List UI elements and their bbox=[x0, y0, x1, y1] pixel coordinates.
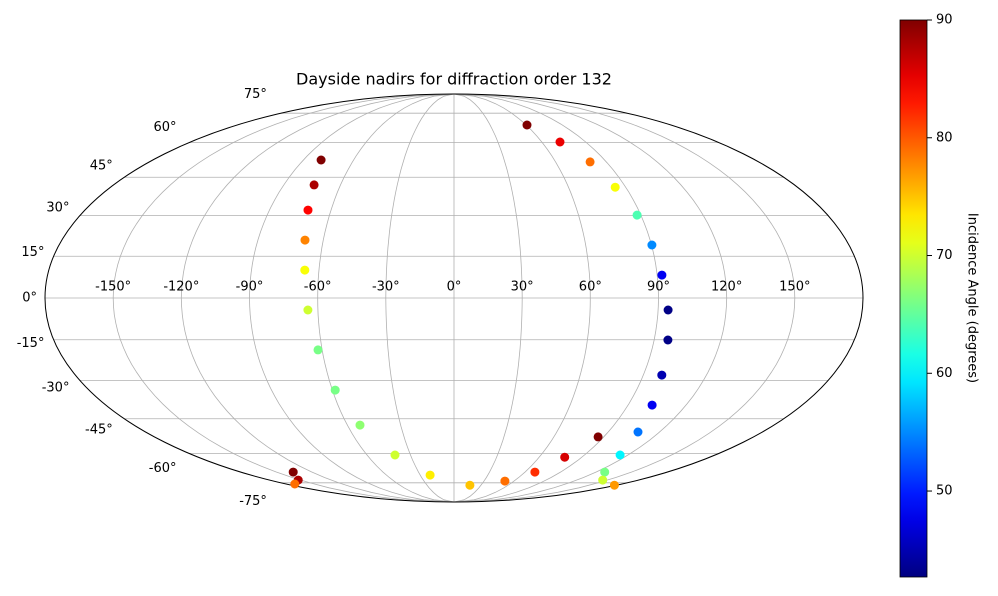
point bbox=[663, 335, 673, 345]
x-tick-label: 60° bbox=[579, 280, 602, 295]
y-tick-label: 30° bbox=[46, 201, 69, 216]
point bbox=[555, 137, 565, 147]
x-tick-label: 30° bbox=[511, 280, 534, 295]
point bbox=[522, 120, 532, 130]
point bbox=[313, 345, 323, 355]
point bbox=[585, 157, 595, 167]
y-tick-label: -15° bbox=[17, 336, 45, 351]
point bbox=[593, 432, 603, 442]
x-tick-label: 90° bbox=[647, 280, 670, 295]
colorbar-tick-label: 90 bbox=[936, 13, 953, 28]
point bbox=[633, 427, 643, 437]
point bbox=[390, 450, 400, 460]
colorbar-tick-label: 50 bbox=[936, 484, 953, 499]
point bbox=[598, 475, 608, 485]
points bbox=[288, 120, 673, 490]
point bbox=[647, 240, 657, 250]
point bbox=[290, 479, 300, 489]
colorbar-tick-label: 60 bbox=[936, 366, 953, 381]
point bbox=[355, 420, 365, 430]
point bbox=[530, 467, 540, 477]
y-tick-label: -75° bbox=[239, 494, 267, 509]
point bbox=[657, 370, 667, 380]
point bbox=[657, 270, 667, 280]
point bbox=[500, 476, 510, 486]
y-tick-label: -45° bbox=[85, 423, 113, 438]
y-tick-label: 15° bbox=[21, 245, 44, 260]
point bbox=[330, 385, 340, 395]
colorbar bbox=[899, 19, 928, 578]
y-tick-label: 75° bbox=[244, 87, 267, 102]
point bbox=[647, 400, 657, 410]
x-tick-label: 0° bbox=[447, 280, 462, 295]
grid bbox=[45, 93, 863, 503]
point bbox=[300, 265, 310, 275]
point bbox=[465, 480, 475, 490]
y-tick-label: -60° bbox=[149, 461, 177, 476]
y-tick-label: 0° bbox=[22, 291, 37, 306]
x-tick-label: -60° bbox=[304, 280, 332, 295]
point bbox=[309, 180, 319, 190]
chart-title: Dayside nadirs for diffraction order 132 bbox=[296, 70, 612, 89]
point bbox=[316, 155, 326, 165]
colorbar-label: Incidence Angle (degrees) bbox=[965, 213, 980, 383]
x-tick-label: -30° bbox=[372, 280, 400, 295]
y-tick-label: 45° bbox=[90, 158, 113, 173]
point bbox=[663, 305, 673, 315]
point bbox=[425, 470, 435, 480]
colorbar-tick-label: 80 bbox=[936, 130, 953, 145]
x-tick-label: -120° bbox=[163, 280, 199, 295]
y-tick-label: -30° bbox=[42, 380, 70, 395]
point bbox=[288, 467, 298, 477]
point bbox=[560, 452, 570, 462]
x-tick-label: 120° bbox=[711, 280, 742, 295]
point bbox=[303, 305, 313, 315]
point bbox=[610, 182, 620, 192]
point bbox=[303, 205, 313, 215]
x-tick-label: -90° bbox=[236, 280, 264, 295]
y-tick-label: 60° bbox=[153, 120, 176, 135]
point bbox=[609, 480, 619, 490]
map-frame bbox=[44, 93, 864, 503]
x-tick-label: 150° bbox=[779, 280, 810, 295]
colorbar-tick-label: 70 bbox=[936, 248, 953, 263]
point bbox=[600, 467, 610, 477]
point bbox=[300, 235, 310, 245]
x-tick-label: -150° bbox=[95, 280, 131, 295]
point bbox=[615, 450, 625, 460]
point bbox=[632, 210, 642, 220]
